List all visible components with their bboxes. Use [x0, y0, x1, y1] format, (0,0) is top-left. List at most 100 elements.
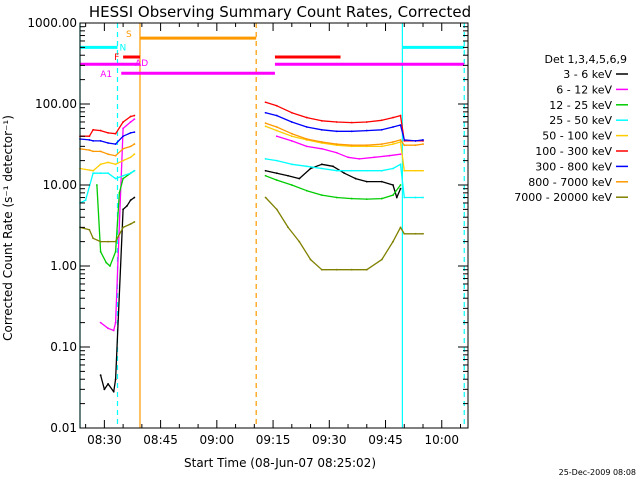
data-point-3-1-7	[365, 169, 368, 172]
data-point-0-0-5	[122, 208, 125, 211]
data-point-2-0-3	[109, 265, 111, 267]
data-point-0-0-7	[129, 199, 132, 202]
data-point-6-1-8	[380, 128, 383, 131]
data-point-5-1-1	[275, 104, 278, 107]
data-point-3-1-9	[392, 167, 394, 170]
data-point-8-1-12	[403, 232, 406, 235]
data-point-2-0-2	[105, 261, 108, 264]
data-point-2-1-4	[320, 194, 323, 197]
series-line-6-1	[265, 112, 424, 142]
data-point-8-1-5	[320, 268, 323, 271]
state-flag-label-4: A1	[100, 70, 112, 80]
data-point-6-0-8	[133, 131, 136, 133]
y-tick-label-0: 0.01	[50, 421, 77, 435]
data-point-5-1-2	[290, 111, 293, 114]
data-point-6-1-7	[365, 129, 368, 132]
data-point-1-1-0	[275, 135, 278, 138]
x-tick-label-5: 09:45	[368, 433, 403, 447]
data-point-0-0-0	[99, 374, 102, 376]
data-point-6-1-5	[335, 130, 338, 133]
x-tick-label-6: 10:00	[424, 433, 459, 447]
legend-label-3: 25 - 50 keV	[549, 114, 612, 127]
data-point-3-1-8	[380, 169, 383, 172]
data-point-0-0-3	[112, 390, 115, 393]
data-point-6-0-7	[129, 131, 132, 134]
chart-title: HESSI Observing Summary Count Rates, Cor…	[89, 3, 471, 21]
data-point-5-0-4	[107, 131, 110, 134]
data-point-8-0-2	[92, 237, 95, 240]
x-axis-label: Start Time (08-Jun-07 08:25:02)	[184, 456, 376, 470]
data-point-6-1-11	[403, 139, 406, 141]
legend-label-5: 100 - 300 keV	[535, 145, 612, 158]
data-point-8-1-3	[298, 240, 301, 243]
data-point-0-0-8	[133, 196, 136, 199]
data-point-5-1-0	[264, 101, 267, 104]
y-tick-label-2: 1.00	[50, 259, 77, 273]
data-point-7-1-8	[380, 143, 383, 145]
data-point-3-1-10	[399, 163, 402, 166]
data-point-0-0-4	[114, 378, 117, 381]
data-point-5-1-7	[365, 121, 368, 123]
data-point-6-1-6	[350, 130, 353, 133]
data-point-5-0-6	[122, 121, 125, 123]
legend-label-4: 50 - 100 keV	[542, 130, 612, 143]
data-point-0-0-1	[103, 388, 106, 391]
data-point-0-1-3	[298, 177, 301, 180]
data-point-1-0-4	[122, 127, 125, 130]
data-point-4-0-5	[122, 159, 125, 162]
data-point-8-1-6	[335, 268, 338, 271]
data-point-3-0-1	[84, 199, 87, 202]
data-point-3-1-0	[264, 158, 267, 160]
data-point-4-1-11	[403, 169, 406, 172]
x-tick-label-2: 09:00	[200, 433, 235, 447]
data-point-7-0-8	[133, 143, 136, 145]
series-line-7-0	[79, 143, 135, 157]
data-point-3-0-4	[107, 172, 110, 175]
data-point-2-1-9	[392, 194, 394, 197]
data-point-8-1-2	[287, 226, 289, 229]
data-point-0-1-1	[275, 172, 278, 175]
data-point-3-1-11	[403, 196, 406, 199]
y-tick-label-4: 100.00	[35, 97, 77, 111]
data-point-3-1-12	[414, 196, 417, 199]
data-point-8-1-13	[414, 232, 417, 235]
legend-label-6: 300 - 800 keV	[535, 160, 612, 173]
data-point-5-0-7	[129, 115, 132, 118]
data-point-1-1-9	[399, 153, 402, 156]
data-point-3-1-1	[275, 159, 278, 162]
state-flag-label-0: N	[119, 43, 126, 53]
data-point-7-1-3	[305, 138, 308, 140]
data-point-8-1-14	[422, 232, 424, 235]
series-line-4-0	[79, 153, 135, 172]
data-point-8-0-1	[88, 228, 91, 231]
x-tick-label-3: 09:15	[256, 433, 291, 447]
data-point-5-1-4	[320, 119, 323, 122]
data-point-0-1-13	[399, 187, 402, 190]
data-point-2-0-1	[99, 250, 102, 253]
data-point-0-1-9	[365, 180, 368, 183]
data-point-5-1-8	[380, 119, 383, 122]
data-point-7-1-13	[422, 143, 424, 145]
data-point-8-0-4	[107, 240, 110, 243]
data-point-3-1-5	[335, 169, 338, 172]
data-point-3-1-13	[422, 196, 424, 199]
state-flag-label-1: S	[126, 30, 132, 40]
data-point-5-0-8	[133, 114, 136, 117]
data-point-6-0-4	[107, 142, 110, 144]
data-point-2-1-10	[399, 184, 402, 186]
data-point-8-0-5	[114, 240, 117, 243]
data-point-0-1-0	[264, 169, 267, 172]
data-point-8-1-9	[380, 258, 383, 261]
series-group	[79, 101, 424, 393]
data-point-2-0-6	[122, 177, 125, 180]
data-point-7-1-12	[414, 144, 417, 147]
data-point-0-1-6	[332, 165, 334, 168]
data-point-2-1-5	[335, 196, 338, 199]
data-point-0-1-7	[343, 172, 346, 175]
data-point-6-1-10	[399, 124, 402, 126]
legend: 3 - 6 keV 6 - 12 keV 12 - 25 keV 25 - 50 ke…	[514, 68, 628, 204]
series-line-8-1	[265, 197, 423, 271]
legend-label-2: 12 - 25 keV	[549, 99, 612, 112]
data-point-7-1-2	[290, 132, 293, 135]
data-point-2-1-2	[290, 184, 293, 186]
